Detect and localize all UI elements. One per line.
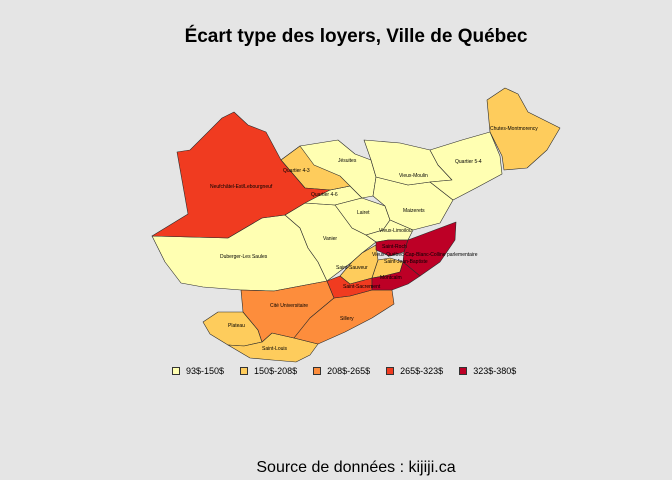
legend-label: 93$-150$ [186,366,225,376]
label-montcalm: Montcalm [380,275,402,281]
label-saint-roch: Saint-Roch [382,244,407,250]
district-montcalm [371,261,421,291]
legend-label: 265$-323$ [400,366,444,376]
map-legend: 93$-150$ 150$-208$ 208$-265$ 265$-323$ 3… [172,366,532,376]
legend-label: 323$-380$ [473,366,517,376]
label-saint-sauveur: Saint-Sauveur [336,265,368,271]
district-chutes-montmorency [486,87,561,171]
legend-item: 265$-323$ [386,366,443,376]
label-vieux-moulin: Vieux-Moulin [399,173,428,179]
label-vieux-quebec: Vieux-Québec-Cap-Blanc-Colline parlement… [372,252,478,258]
source-note: Source de données : kijiji.ca [256,459,456,476]
label-saint-sacrement: Saint-Sacrement [343,284,381,290]
label-saint-louis: Saint-Louis [262,346,288,352]
label-quartier-4-3: Quartier 4-3 [283,168,310,174]
legend-item: 323$-380$ [459,366,516,376]
legend-item: 93$-150$ [172,366,224,376]
label-neufchatel: Neufchâtel-Est/Lebourgneuf [210,184,273,190]
district-vieux-quebec [402,221,457,277]
map-title: Écart type des loyers, Ville de Québec [184,26,528,47]
label-lairet: Lairet [357,210,370,216]
label-duberger: Duberger-Les Saules [220,254,268,260]
legend-swatch [240,367,249,375]
label-jesuites: Jésuites [338,158,357,164]
label-quartier-5-4: Quartier 5-4 [455,159,482,165]
legend-swatch [386,367,395,375]
label-sillery: Sillery [340,316,354,322]
label-cite-universitaire: Cité Universitaire [270,303,308,309]
district-neufchatel [151,111,331,239]
legend-item: 208$-265$ [313,366,370,376]
label-plateau: Plateau [228,323,245,329]
legend-swatch [313,367,322,375]
district-quartier-5-4 [429,131,503,201]
label-saint-jean-baptiste: Saint-Jean-Baptiste [384,259,428,265]
label-chutes-montmorency: Chutes-Montmorency [490,126,538,132]
label-maizerets: Maizerets [403,208,425,214]
label-vieux-limoilou: Vieux-Limoilou [379,228,412,234]
legend-swatch [459,367,468,375]
label-vanier: Vanier [323,236,337,242]
legend-swatch [172,367,180,375]
legend-label: 208$-265$ [327,366,371,376]
legend-label: 150$-208$ [254,366,298,376]
label-quartier-4-6: Quartier 4-6 [311,192,338,198]
legend-item: 150$-208$ [240,366,297,376]
